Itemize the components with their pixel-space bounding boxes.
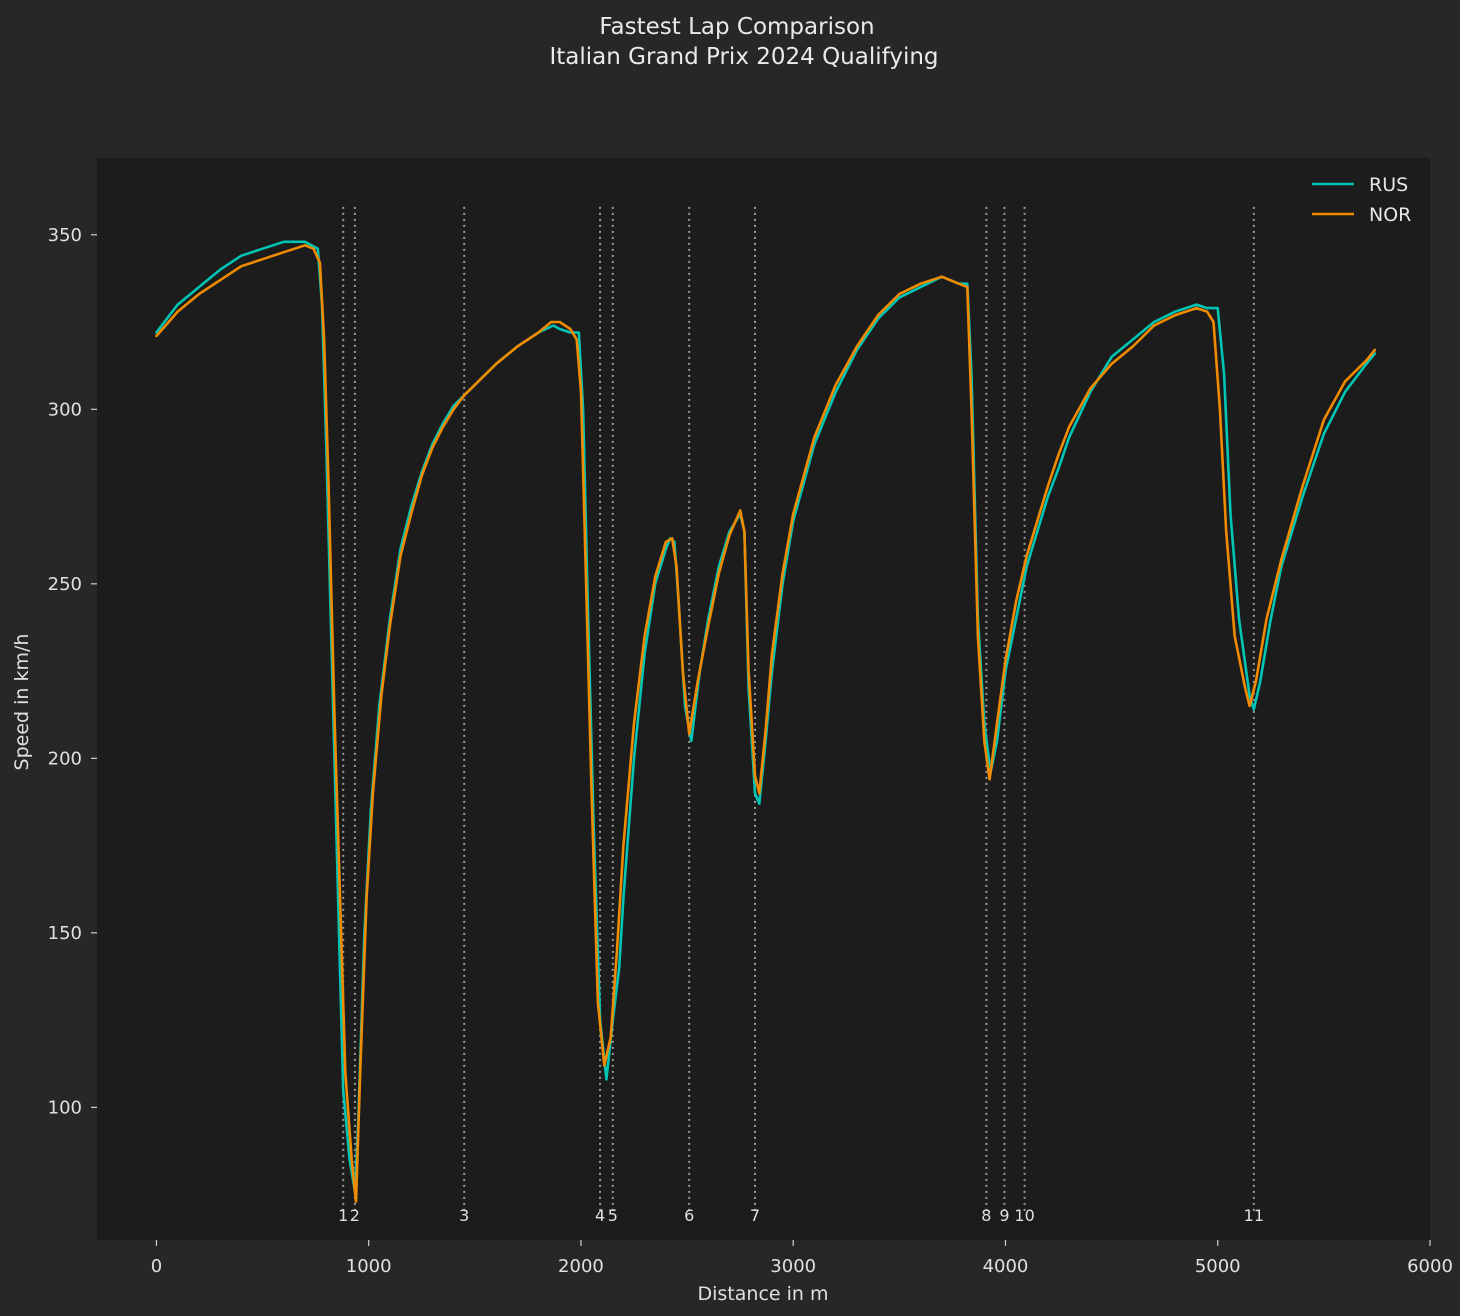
x-tick-label: 0 (151, 1256, 162, 1277)
corner-label: 1 (338, 1206, 348, 1225)
x-axis-label: Distance in m (698, 1283, 829, 1305)
y-tick-label: 300 (48, 399, 82, 420)
plot-area (97, 158, 1430, 1240)
corner-label: 2 (350, 1206, 360, 1225)
x-tick-label: 5000 (1195, 1256, 1241, 1277)
legend-label-rus: RUS (1369, 174, 1408, 196)
corner-markers: 1 2 3 4 5 6 7 8 9 10 11 (338, 206, 1264, 1225)
legend-label-nor: NOR (1369, 204, 1411, 226)
corner-label: 7 (750, 1206, 760, 1225)
corner-label: 6 (684, 1206, 694, 1225)
corner-label: 9 (999, 1206, 1009, 1225)
legend: RUS NOR (1312, 174, 1411, 226)
y-tick-label: 350 (48, 225, 82, 246)
chart-title: Fastest Lap Comparison (599, 14, 874, 40)
y-tick-label: 250 (48, 574, 82, 595)
y-tick-label: 100 (48, 1097, 82, 1118)
series-line-nor (155, 244, 1377, 1203)
y-axis-label: Speed in km/h (11, 634, 33, 771)
corner-label: 5 (608, 1206, 618, 1225)
y-tick-label: 200 (48, 748, 82, 769)
corner-label: 8 (981, 1206, 991, 1225)
x-tick-label: 6000 (1407, 1256, 1453, 1277)
x-tick-label: 1000 (346, 1256, 392, 1277)
chart-subtitle: Italian Grand Prix 2024 Qualifying (549, 44, 938, 70)
corner-label: 10 (1014, 1206, 1034, 1225)
corner-label: 3 (459, 1206, 469, 1225)
corner-label: 11 (1244, 1206, 1264, 1225)
series-lines (155, 240, 1377, 1203)
y-tick-label: 150 (48, 923, 82, 944)
corner-label: 4 (595, 1206, 605, 1225)
x-tick-label: 4000 (983, 1256, 1029, 1277)
x-tick-label: 2000 (558, 1256, 604, 1277)
x-tick-label: 3000 (770, 1256, 816, 1277)
x-axis: 0 1000 2000 3000 4000 5000 6000 (151, 1240, 1453, 1277)
y-axis: 100 150 200 250 300 350 (48, 225, 97, 1118)
